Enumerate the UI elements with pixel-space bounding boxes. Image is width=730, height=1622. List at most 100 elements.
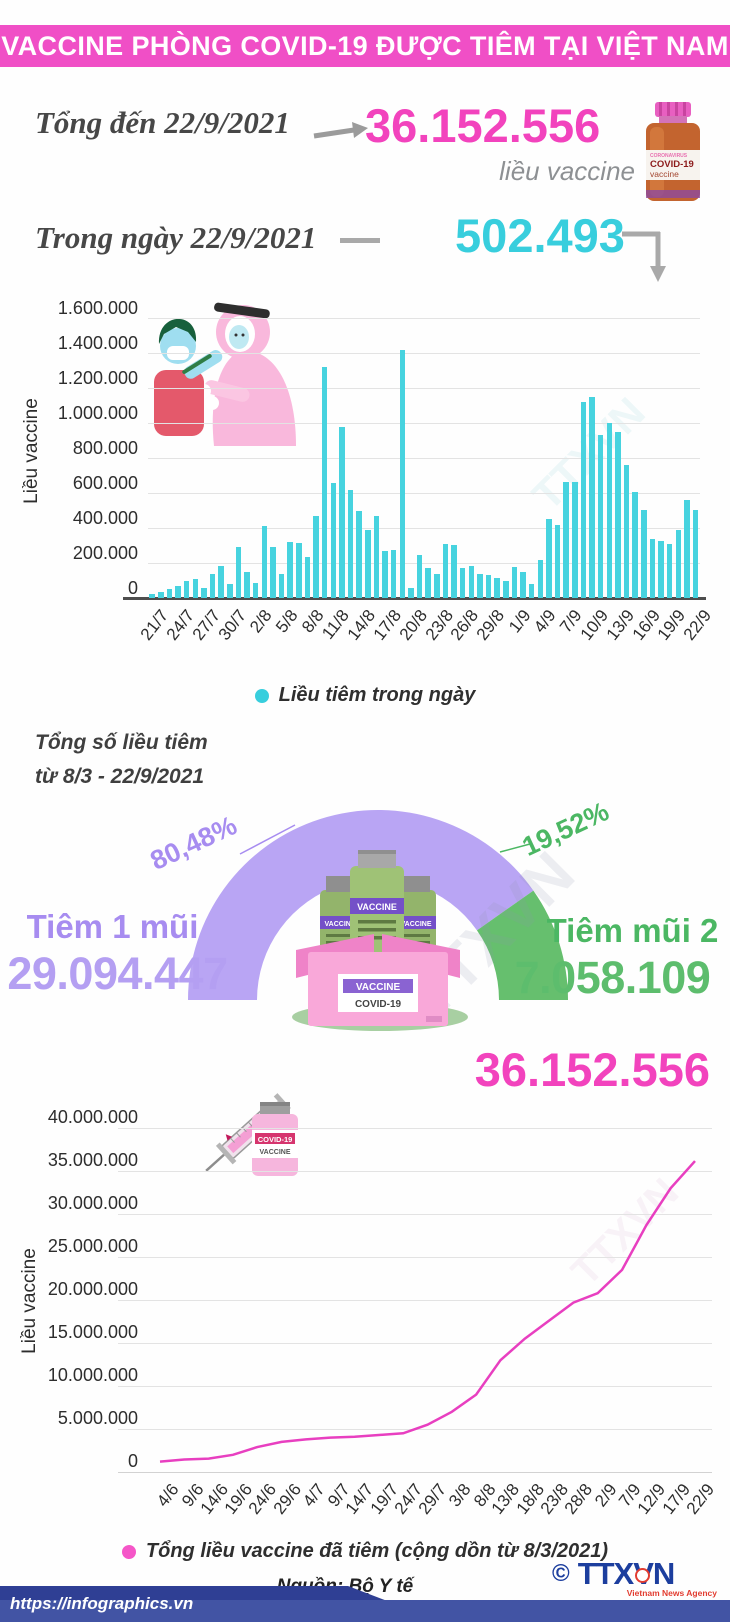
- bar: [658, 541, 664, 598]
- bar-gridline: [148, 458, 700, 459]
- line-legend: Tổng liều vaccine đã tiêm (cộng dồn từ 8…: [0, 1540, 730, 1563]
- bar: [390, 549, 397, 598]
- svg-text:CORONAVIRUS: CORONAVIRUS: [650, 153, 688, 159]
- copyright-icon: ©: [552, 1560, 570, 1587]
- svg-text:VACCINE: VACCINE: [401, 921, 432, 928]
- bar: [416, 555, 423, 598]
- svg-text:COVID-19: COVID-19: [650, 159, 694, 170]
- bar: [382, 550, 388, 598]
- bar: [520, 571, 526, 598]
- bar: [339, 426, 345, 598]
- bar: [485, 575, 492, 598]
- bar: [227, 584, 233, 598]
- vaccine-box-illustration: VACCINE VACCINE VACCINE VACCINE COVID-19: [292, 850, 468, 1031]
- bar-ytick-label: 1.200.000: [57, 368, 138, 388]
- bar: [183, 581, 190, 598]
- bar-ytick-label: 200.000: [72, 543, 138, 563]
- bar: [158, 591, 164, 598]
- bar-gridline: [148, 388, 700, 389]
- bar: [666, 543, 673, 598]
- bar: [503, 580, 509, 598]
- agency-name-text: TTXVN: [577, 1556, 676, 1591]
- gauge-subtitle-line2: từ 8/3 - 22/9/2021: [35, 764, 205, 788]
- bar-ytick-label: 400.000: [72, 508, 138, 528]
- dose2-label: Tiêm mũi 2: [546, 912, 719, 949]
- bar-xtick-label: 4/9: [530, 606, 561, 637]
- svg-text:COVID-19: COVID-19: [258, 1135, 293, 1144]
- bar: [347, 490, 354, 598]
- bar: [278, 573, 285, 598]
- page-title: VACCINE PHÒNG COVID-19 ĐƯỢC TIÊM TẠI VIỆ…: [1, 30, 729, 61]
- footer-strip: [0, 1600, 730, 1622]
- bar: [554, 525, 561, 598]
- line-ytick-label: 0: [127, 1451, 138, 1471]
- bar: [589, 396, 595, 598]
- bar: [477, 574, 483, 598]
- line-gridline: [118, 1300, 712, 1301]
- bar-xtick-label: 1/9: [504, 606, 535, 637]
- bar: [330, 483, 337, 598]
- bar-gridline: [148, 423, 700, 424]
- bar: [399, 350, 406, 598]
- line-gridline: [118, 1171, 712, 1172]
- bar: [537, 560, 544, 598]
- bar-gridline: [148, 318, 700, 319]
- line-gridline: [118, 1128, 712, 1129]
- bar-legend-label: Liều tiêm trong ngày: [278, 684, 476, 706]
- line-gridline: [118, 1343, 712, 1344]
- bar: [580, 402, 587, 598]
- bar: [365, 529, 371, 598]
- svg-text:vaccine: vaccine: [650, 169, 679, 179]
- bar-xtick-label: 5/8: [271, 606, 302, 637]
- bar-gridline: [148, 493, 700, 494]
- svg-text:VACCINE: VACCINE: [325, 921, 356, 928]
- line-gridline: [118, 1214, 712, 1215]
- bar: [270, 547, 276, 598]
- bar: [149, 593, 155, 598]
- bar-ytick-label: 800.000: [72, 438, 138, 458]
- line-ytick-label: 30.000.000: [47, 1193, 138, 1213]
- line-legend-label: Tổng liều vaccine đã tiêm (cộng dồn từ 8…: [145, 1540, 609, 1562]
- bar: [572, 481, 578, 598]
- bar-ytick-label: 1.400.000: [57, 333, 138, 353]
- bar: [201, 587, 207, 598]
- line-gridline: [118, 1472, 712, 1473]
- svg-text:VACCINE: VACCINE: [356, 982, 401, 993]
- bar-xtick-label: 22/9: [680, 606, 716, 644]
- bar: [287, 542, 293, 598]
- bar-ytick-label: 1.000.000: [57, 403, 138, 423]
- line-ytick-label: 20.000.000: [47, 1279, 138, 1299]
- bar: [373, 515, 380, 598]
- bar-gridline: [148, 528, 700, 529]
- bar-ytick-label: 1.600.000: [57, 298, 138, 318]
- gauge-slice-dose2: [476, 890, 568, 1000]
- total-label: Tổng đến 22/9/2021: [35, 105, 290, 140]
- bar-xtick-label: 2/8: [245, 606, 276, 637]
- bar: [434, 573, 440, 598]
- legend-dot-icon: [254, 688, 269, 703]
- bar: [623, 465, 630, 598]
- gauge-slice-dose1: [188, 810, 534, 1000]
- dose1-value: 29.094.447: [7, 948, 228, 999]
- dose1-label: Tiêm 1 mũi: [26, 908, 199, 945]
- svg-text:COVID-19: COVID-19: [355, 999, 402, 1010]
- bar: [442, 543, 449, 598]
- arrow-down-icon: [622, 231, 666, 282]
- bar: [425, 568, 431, 598]
- bar-chart-baseline: [123, 597, 706, 600]
- globe-icon: [635, 1568, 651, 1583]
- bar: [261, 526, 268, 598]
- legend-dot-icon: [121, 1544, 136, 1559]
- footer-url[interactable]: https://infographics.vn: [10, 1594, 194, 1613]
- bar-legend: Liều tiêm trong ngày: [0, 684, 730, 707]
- bar: [166, 589, 173, 598]
- bar: [356, 510, 362, 598]
- line-xtick-label: 22/9: [682, 1480, 718, 1518]
- ttxvn-logo: © TTXVN Vietnam News Agency: [552, 1556, 717, 1598]
- cumulative-line: [159, 1160, 696, 1463]
- line-ytick-label: 25.000.000: [47, 1236, 138, 1256]
- line-ytick-label: 10.000.000: [47, 1365, 138, 1385]
- bar: [563, 481, 569, 598]
- daily-value: 502.493: [455, 209, 625, 262]
